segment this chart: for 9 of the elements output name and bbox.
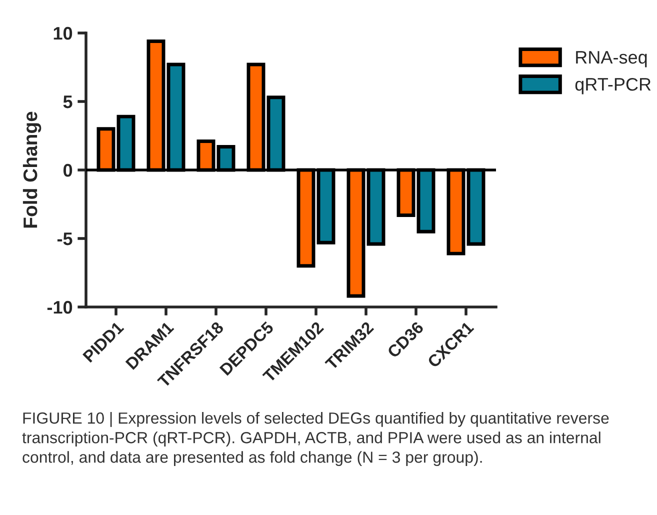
y-tick-label: 0 bbox=[63, 164, 72, 177]
legend-label: RNA-seq bbox=[576, 51, 647, 68]
caption: FIGURE 10 | Expression levels of selected DEGs quantified by quantitative reverse transcription-PCR (qRT-PCR). GAPDH, ACTB, and PPIA were used as an internal control, and data are presented as fold change (N = 3 per group). bbox=[22, 412, 609, 466]
y-tick-label: -5 bbox=[57, 232, 72, 246]
y-axis-title: Fold Change bbox=[22, 112, 42, 228]
y-tick-label: -10 bbox=[47, 300, 72, 314]
y-tick-label: 10 bbox=[54, 26, 72, 40]
legend-label: qRT-PCR bbox=[575, 78, 651, 94]
y-tick-label: 5 bbox=[63, 96, 72, 108]
